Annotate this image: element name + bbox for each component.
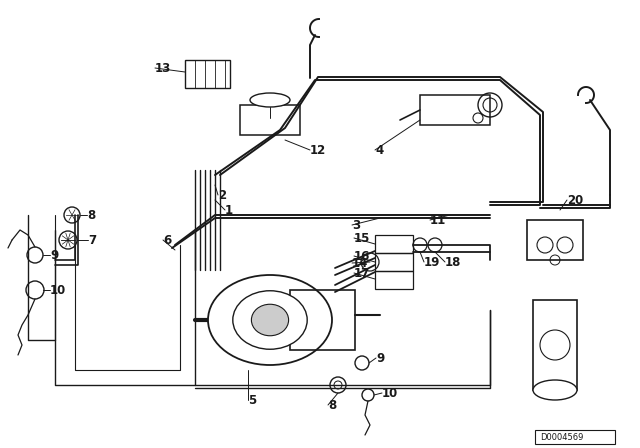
Bar [527, 220, 583, 260]
Text: 6: 6 [163, 233, 172, 246]
Ellipse shape [533, 380, 577, 400]
Bar [420, 95, 490, 125]
Text: 14: 14 [352, 257, 369, 270]
Ellipse shape [208, 275, 332, 365]
Bar [375, 253, 413, 271]
Bar [290, 290, 355, 350]
Bar [533, 300, 577, 390]
Ellipse shape [233, 291, 307, 349]
Text: 8: 8 [328, 399, 336, 412]
Text: 13: 13 [155, 61, 172, 74]
Text: 8: 8 [87, 208, 95, 221]
Bar [535, 430, 615, 444]
Text: 1: 1 [225, 203, 233, 216]
Text: 3: 3 [352, 219, 360, 232]
Text: 16: 16 [354, 250, 371, 263]
Text: 19: 19 [424, 255, 440, 268]
Text: 17: 17 [354, 267, 371, 280]
Bar [240, 105, 300, 135]
Text: 5: 5 [248, 393, 256, 406]
Bar [185, 60, 230, 88]
Ellipse shape [252, 304, 289, 336]
Text: 15: 15 [354, 232, 371, 245]
Text: 11: 11 [430, 214, 446, 227]
Text: 10: 10 [382, 387, 398, 400]
Text: 10: 10 [50, 284, 67, 297]
Text: 4: 4 [375, 143, 383, 156]
Text: 2: 2 [218, 189, 226, 202]
Bar [375, 235, 413, 253]
Bar [375, 271, 413, 289]
Text: 12: 12 [310, 143, 326, 156]
Text: 20: 20 [567, 194, 583, 207]
Text: D0004569: D0004569 [540, 432, 584, 441]
Text: 18: 18 [445, 255, 461, 268]
Text: 9: 9 [376, 352, 384, 365]
Ellipse shape [250, 93, 290, 107]
Text: 7: 7 [88, 233, 96, 246]
Text: 9: 9 [50, 249, 58, 262]
